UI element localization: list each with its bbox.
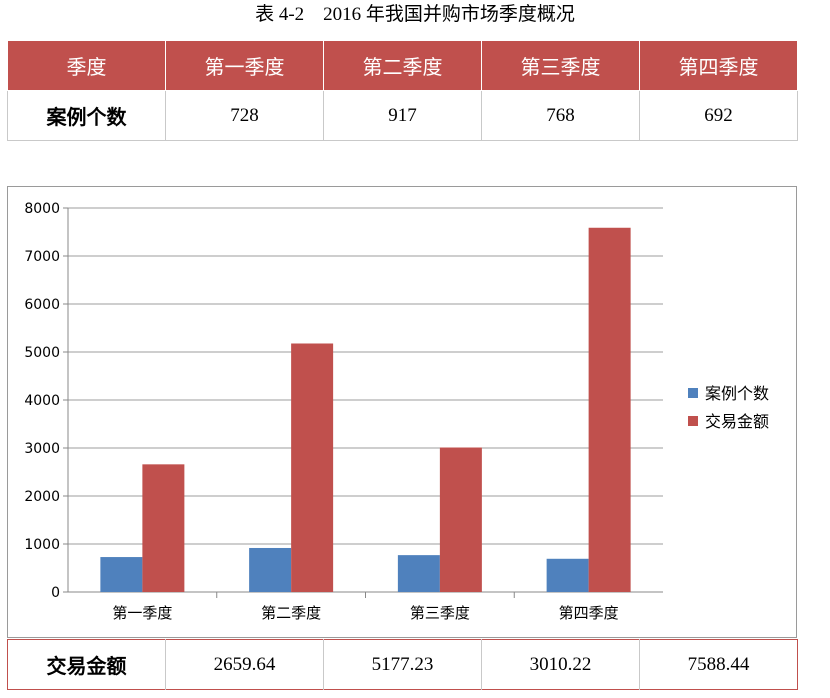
header-cell: 第二季度 xyxy=(323,40,482,91)
x-tick-label: 第二季度 xyxy=(261,604,321,622)
table-row: 案例个数 728 917 768 692 xyxy=(7,90,798,141)
header-cell: 第四季度 xyxy=(639,40,798,91)
legend-swatch xyxy=(688,388,698,398)
y-tick-label: 1000 xyxy=(24,537,60,553)
table-cell: 692 xyxy=(639,90,798,141)
legend-label: 案例个数 xyxy=(705,384,769,403)
table-cell: 768 xyxy=(481,90,640,141)
table-cell: 2659.64 xyxy=(165,639,324,690)
header-cell: 第一季度 xyxy=(165,40,324,91)
bar-case-count xyxy=(100,557,143,592)
table-header-row: 季度 第一季度 第二季度 第三季度 第四季度 xyxy=(7,40,798,91)
bar-deal-amount xyxy=(291,343,334,592)
table-cell: 7588.44 xyxy=(687,653,750,675)
header-cell: 第三季度 xyxy=(481,40,640,91)
table-cell: 3010.22 xyxy=(481,639,640,690)
table-cell: 5177.23 xyxy=(323,639,482,690)
y-tick-label: 3000 xyxy=(24,441,60,457)
row-label: 案例个数 xyxy=(7,90,166,141)
table-caption: 表 4-2 2016 年我国并购市场季度概况 xyxy=(255,4,575,25)
y-tick-label: 4000 xyxy=(24,393,60,409)
bar-case-count xyxy=(546,558,589,592)
bar-deal-amount xyxy=(142,464,185,592)
table-cell: 728 xyxy=(165,90,324,141)
table-row: 交易金额 2659.64 5177.23 3010.22 7588.44 xyxy=(7,639,798,690)
x-tick-label: 第三季度 xyxy=(410,604,470,622)
y-tick-label: 6000 xyxy=(24,297,60,313)
quarter-count-table: 季度 第一季度 第二季度 第三季度 第四季度 案例个数 728 917 768 … xyxy=(7,40,798,141)
x-tick-label: 第一季度 xyxy=(112,604,172,622)
bar-chart-svg: 0 1000 2000 3000 4000 5000 6000 7000 8000 第一季度 第二季… xyxy=(24,201,769,622)
legend-label: 交易金额 xyxy=(705,412,769,431)
bar-deal-amount xyxy=(439,447,482,592)
y-tick-label: 0 xyxy=(51,585,60,601)
y-tick-label: 7000 xyxy=(24,249,60,265)
legend-swatch xyxy=(688,416,698,426)
y-tick-label: 5000 xyxy=(24,345,60,361)
table-cell: 917 xyxy=(323,90,482,141)
x-tick-label: 第四季度 xyxy=(559,604,619,622)
bar-deal-amount xyxy=(588,227,631,592)
bar-case-count xyxy=(249,547,292,592)
header-cell: 季度 xyxy=(7,40,166,91)
row-label: 交易金额 xyxy=(7,639,166,690)
bar-chart: 0 1000 2000 3000 4000 5000 6000 7000 8000 第一季度 第二季… xyxy=(7,186,797,638)
quarter-amount-table: 交易金额 2659.64 5177.23 3010.22 7588.44 xyxy=(7,639,798,690)
bar-case-count xyxy=(397,555,440,592)
y-tick-label: 2000 xyxy=(24,489,60,505)
y-tick-label: 8000 xyxy=(24,201,60,217)
